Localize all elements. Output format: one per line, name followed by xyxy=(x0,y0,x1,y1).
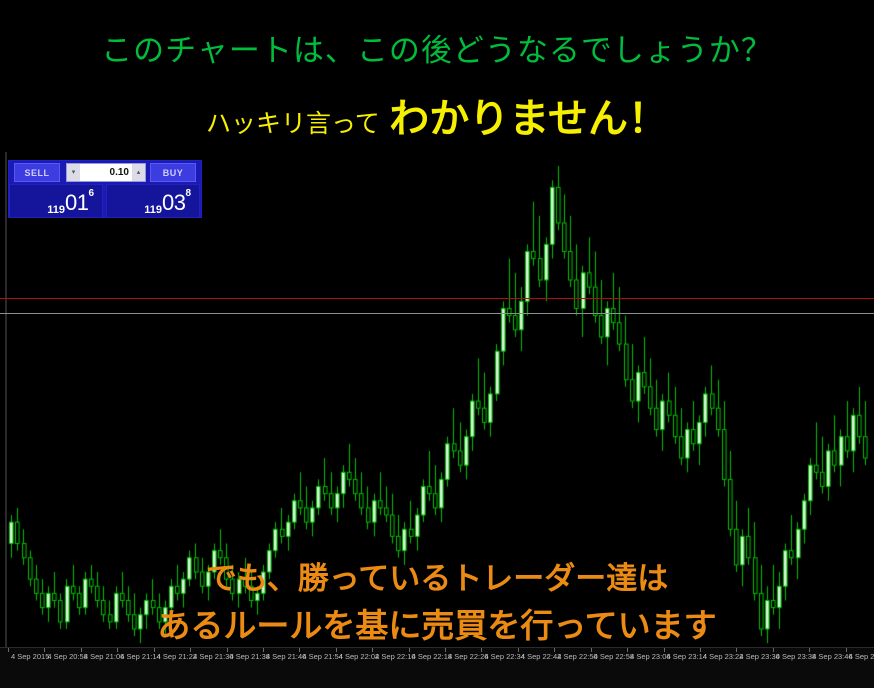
buy-button[interactable]: BUY xyxy=(150,163,196,182)
axis-tick-label: 4 Sep 22:58 xyxy=(593,652,635,661)
axis-tick-mark xyxy=(190,648,192,652)
axis-tick-mark xyxy=(372,648,374,652)
axis-tick-mark xyxy=(80,648,82,652)
axis-tick-label: 4 Sep 22:26 xyxy=(448,652,489,661)
axis-tick-mark xyxy=(153,648,155,652)
axis-tick-mark xyxy=(299,648,301,652)
ask-price-line xyxy=(0,298,874,299)
lot-size-stepper[interactable]: ▾ 0.10 ▴ xyxy=(66,163,146,182)
time-axis: 4 Sep 2015 4 Sep 20:58 4 Sep 21:06 4 Sep 21… xyxy=(0,647,874,688)
axis-tick-label: 4 Sep 23:14 xyxy=(666,652,707,661)
one-click-trading-panel[interactable]: SELL ▾ 0.10 ▴ BUY 119016 119038 xyxy=(8,160,202,218)
sell-button[interactable]: SELL xyxy=(14,163,60,182)
axis-tick-label: 4 Sep 22:10 xyxy=(375,652,416,661)
axis-tick-label: 4 Sep 22:34 xyxy=(484,652,525,661)
axis-tick-mark xyxy=(845,648,847,652)
axis-tick-mark xyxy=(408,648,410,652)
axis-tick-mark xyxy=(736,648,738,652)
axis-tick-mark xyxy=(809,648,811,652)
axis-tick-label: 4 Sep 23:38 xyxy=(775,652,817,661)
axis-tick-label: 4 Sep 20:58 xyxy=(47,652,88,661)
sell-price-prefix: 119 xyxy=(47,204,65,216)
axis-tick-label: 4 Sep 21:14 xyxy=(120,652,161,661)
lot-size-value[interactable]: 0.10 xyxy=(109,167,129,178)
lot-decrement-icon[interactable]: ▾ xyxy=(67,164,80,181)
axis-tick-label: 4 Sep 23:06 xyxy=(630,652,671,661)
axis-tick-label: 4 Sep 21:38 xyxy=(229,652,270,661)
axis-tick-mark xyxy=(663,648,665,652)
axis-tick-mark xyxy=(445,648,446,652)
buy-price-display[interactable]: 119038 xyxy=(106,184,200,218)
buy-price-fraction: 8 xyxy=(185,188,191,199)
headline-answer-main: わかりません！ xyxy=(389,97,669,141)
axis-tick-mark xyxy=(481,648,483,652)
axis-tick-mark xyxy=(772,648,774,652)
axis-tick-label: 4 Sep 22:18 xyxy=(411,652,453,661)
headline-answer-prefix: ハッキリ言って xyxy=(205,110,380,138)
axis-tick-mark xyxy=(627,648,629,652)
candlestick-chart[interactable] xyxy=(0,152,874,647)
footer-line-1: でも、勝っているトレーダー達は xyxy=(205,561,669,596)
axis-tick-label: 4 Sep 21:22 xyxy=(156,652,198,661)
axis-tick-mark xyxy=(335,648,337,652)
axis-tick-label: 4 Sep 2015 xyxy=(11,652,50,661)
buy-price-prefix: 119 xyxy=(144,204,162,216)
sell-price-main: 01 xyxy=(64,190,89,215)
sell-price-display[interactable]: 119016 xyxy=(9,184,103,218)
headline-answer: ハッキリ言って わかりません！ xyxy=(0,97,874,141)
axis-tick-mark xyxy=(699,648,701,652)
axis-tick-mark xyxy=(517,648,519,652)
axis-tick-label: 4 Sep 23:22 xyxy=(702,652,744,661)
axis-tick-label: 4 Sep 22:50 xyxy=(557,652,598,661)
axis-tick-label: 4 Sep 23:54 xyxy=(848,652,874,661)
axis-tick-mark xyxy=(44,648,46,652)
axis-tick-label: 4 Sep 21:06 xyxy=(83,652,125,661)
axis-tick-mark xyxy=(262,648,264,652)
buy-price-main: 03 xyxy=(161,190,186,215)
trade-panel-controls-row: SELL ▾ 0.10 ▴ BUY xyxy=(9,161,201,184)
axis-tick-mark xyxy=(8,648,9,652)
axis-tick-label: 4 Sep 22:42 xyxy=(520,652,562,661)
axis-tick-label: 4 Sep 21:54 xyxy=(302,652,343,661)
chart-left-axis-border xyxy=(5,152,7,647)
axis-tick-mark xyxy=(226,648,228,652)
axis-tick-mark xyxy=(117,648,119,652)
chart-canvas[interactable] xyxy=(0,152,874,647)
axis-tick-mark xyxy=(590,648,592,652)
axis-tick-label: 4 Sep 21:46 xyxy=(265,652,307,661)
lot-increment-icon[interactable]: ▴ xyxy=(132,164,145,181)
axis-tick-mark xyxy=(554,648,556,652)
axis-tick-label: 4 Sep 22:02 xyxy=(338,652,380,661)
axis-tick-label: 4 Sep 23:46 xyxy=(812,652,853,661)
footer-line-2: あるルールを基に売買を行っています xyxy=(157,607,717,644)
bid-price-line xyxy=(0,313,874,314)
headline-question: このチャートは、この後どうなるでしょうか？ xyxy=(101,33,773,68)
axis-tick-label: 4 Sep 21:30 xyxy=(193,652,234,661)
axis-tick-label: 4 Sep 23:30 xyxy=(739,652,780,661)
trade-panel-price-row: 119016 119038 xyxy=(9,184,201,218)
sell-price-fraction: 6 xyxy=(88,188,94,199)
